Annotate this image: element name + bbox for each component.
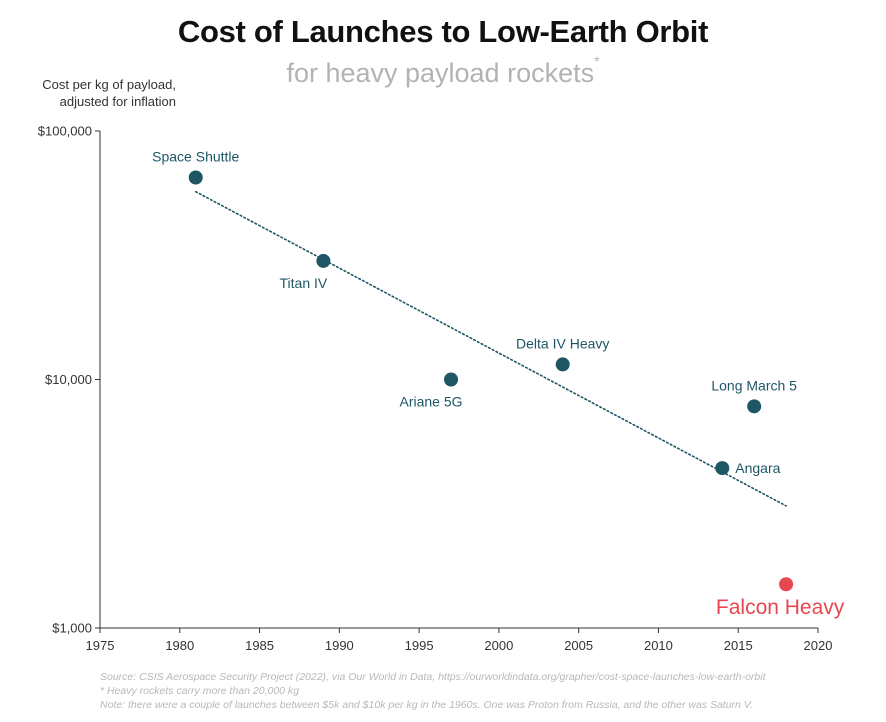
y-axis-label: Cost per kg of payload, adjusted for inf… xyxy=(42,77,176,109)
source-note: Source: CSIS Aerospace Security Project … xyxy=(100,671,766,683)
data-point-label: Space Shuttle xyxy=(152,148,239,164)
data-point-label: Falcon Heavy xyxy=(716,596,845,619)
data-point xyxy=(747,399,762,414)
data-point xyxy=(316,253,331,268)
x-tick-label: 2010 xyxy=(644,638,673,653)
data-point xyxy=(715,461,730,476)
x-tick-label: 1990 xyxy=(325,638,354,653)
y-tick-label: $100,000 xyxy=(38,124,92,139)
y-tick-label: $10,000 xyxy=(45,372,92,387)
trend-line xyxy=(194,190,787,507)
chart-subtitle-text: for heavy payload rockets xyxy=(286,58,595,88)
x-tick-label: 1980 xyxy=(165,638,194,653)
footnote-1960s: Note: there were a couple of launches be… xyxy=(100,699,753,711)
data-point-label: Titan IV xyxy=(280,275,328,291)
subtitle-footnote-mark: * xyxy=(594,53,600,69)
chart-title: Cost of Launches to Low-Earth Orbit xyxy=(177,14,709,49)
data-point xyxy=(779,577,794,592)
data-point xyxy=(555,357,570,372)
x-tick-label: 1995 xyxy=(405,638,434,653)
x-tick-label: 2020 xyxy=(804,638,833,653)
x-tick-label: 2000 xyxy=(484,638,513,653)
x-tick-label: 1985 xyxy=(245,638,274,653)
data-point-label: Long March 5 xyxy=(711,377,797,393)
chart-footer: Source: CSIS Aerospace Security Project … xyxy=(100,670,880,712)
data-point-label: Angara xyxy=(735,460,780,476)
x-tick-label: 2005 xyxy=(564,638,593,653)
chart-subtitle: for heavy payload rockets* xyxy=(0,53,886,89)
data-point xyxy=(188,170,203,185)
data-point-label: Ariane 5G xyxy=(399,394,462,410)
x-tick-label: 1975 xyxy=(86,638,115,653)
x-tick-label: 2015 xyxy=(724,638,753,653)
data-point-label: Delta IV Heavy xyxy=(516,335,609,351)
y-tick-label: $1,000 xyxy=(52,621,92,636)
data-point xyxy=(444,372,459,387)
footnote-heavy: * Heavy rockets carry more than 20,000 k… xyxy=(100,685,300,697)
